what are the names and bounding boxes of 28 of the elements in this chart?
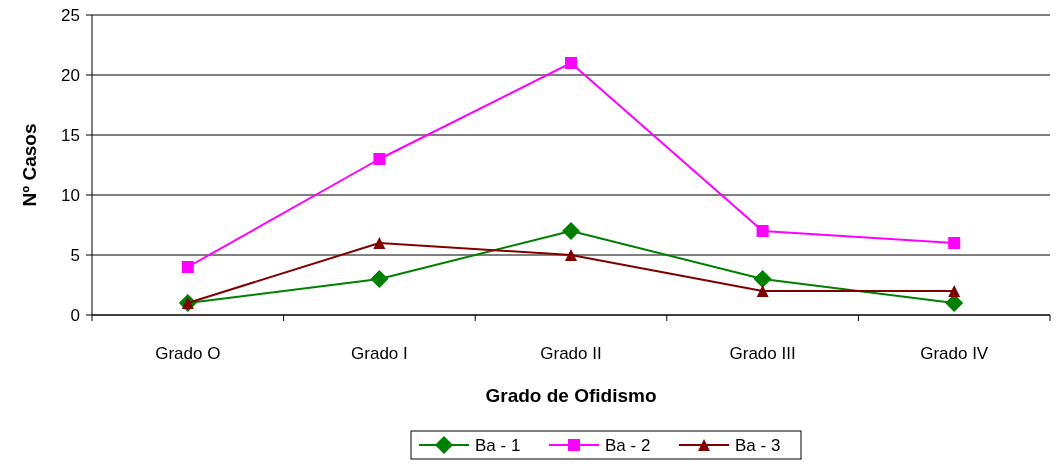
y-tick-label: 0 <box>70 305 80 325</box>
y-tick-label: 20 <box>61 65 80 85</box>
x-tick-label: Grado IV <box>920 344 989 363</box>
point <box>370 270 389 288</box>
y-axis-title: Nº Casos <box>19 123 40 207</box>
y-tick-label: 10 <box>61 185 80 205</box>
point <box>756 225 769 237</box>
y-tick-label: 15 <box>61 125 80 145</box>
x-tick-label: Grado III <box>729 344 796 363</box>
point <box>373 237 386 249</box>
legend-label: Ba - 1 <box>475 435 521 455</box>
x-axis-title: Grado de Ofidismo <box>485 385 657 406</box>
y-tick-label: 25 <box>61 5 80 25</box>
point <box>948 237 961 249</box>
legend-label: Ba - 2 <box>605 435 651 455</box>
point <box>756 285 769 297</box>
legend-label: Ba - 3 <box>735 435 781 455</box>
point <box>373 153 386 165</box>
x-tick-label: Grado II <box>540 344 602 363</box>
point <box>565 249 577 261</box>
y-tick-label: 5 <box>70 245 80 265</box>
x-tick-label: Grado O <box>155 344 221 363</box>
point <box>565 57 577 69</box>
point <box>562 222 580 240</box>
point <box>948 285 961 297</box>
point <box>181 261 194 273</box>
point <box>753 270 772 288</box>
x-tick-label: Grado I <box>351 344 408 363</box>
